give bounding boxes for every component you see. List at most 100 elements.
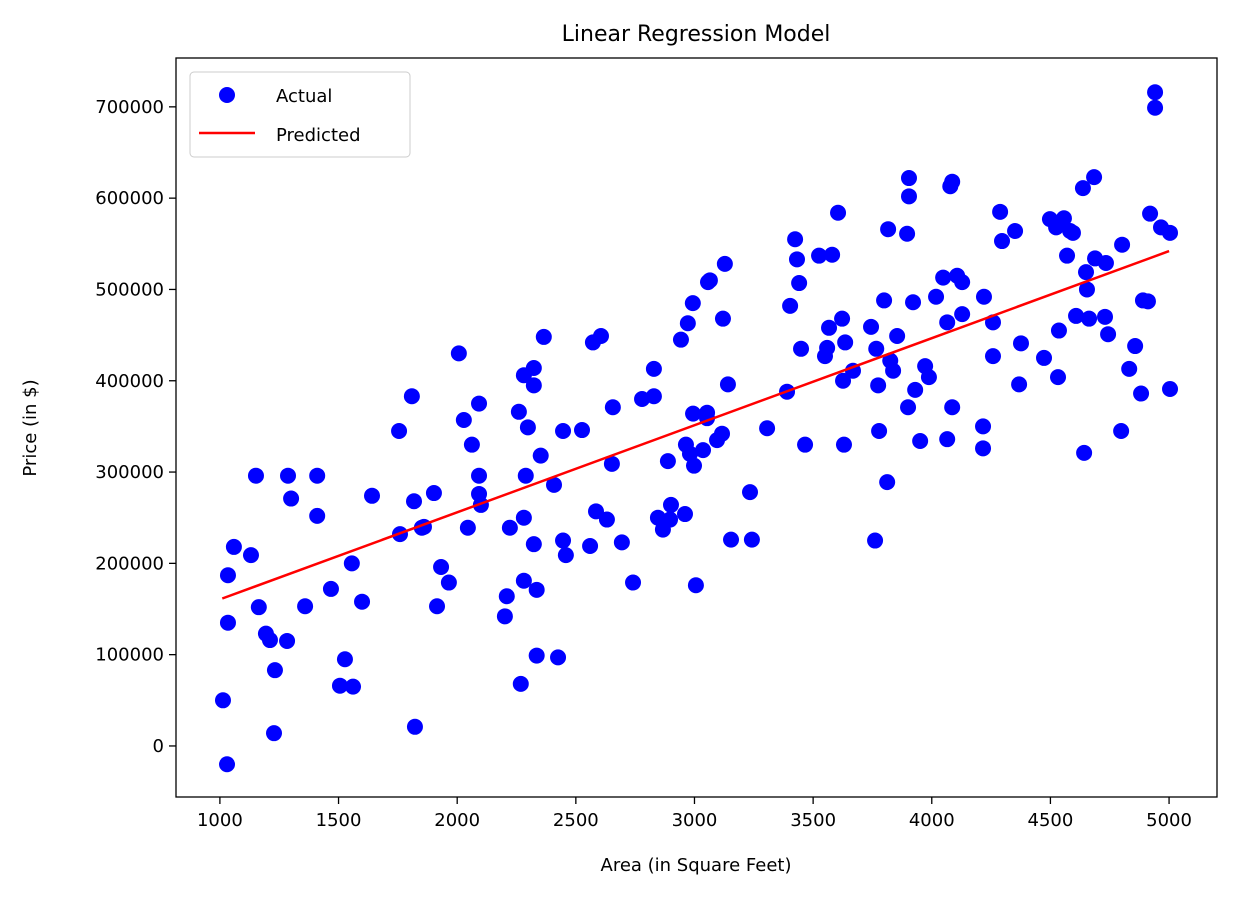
data-point-actual <box>471 467 488 484</box>
chart-title: Linear Regression Model <box>562 22 831 47</box>
data-point-actual <box>280 467 297 484</box>
data-point-actual <box>1127 338 1144 355</box>
data-point-actual <box>1162 224 1179 241</box>
data-point-actual <box>876 292 893 309</box>
y-tick-label: 0 <box>153 736 164 757</box>
legend: Actual Predicted <box>189 71 411 158</box>
data-point-actual <box>247 467 264 484</box>
data-point-actual <box>532 447 549 464</box>
data-point-actual <box>944 399 961 416</box>
data-point-actual <box>261 632 278 649</box>
x-tick-label: 5000 <box>1146 810 1192 831</box>
data-point-actual <box>900 399 917 416</box>
y-tick-label: 200000 <box>95 553 164 574</box>
data-point-actual <box>797 436 814 453</box>
y-tick-label: 500000 <box>95 279 164 300</box>
y-axis-label: Price (in $) <box>20 379 41 476</box>
data-point-actual <box>870 377 887 394</box>
data-point-actual <box>1078 264 1095 281</box>
data-point-actual <box>719 376 736 393</box>
data-point-actual <box>672 331 689 348</box>
data-point-actual <box>1114 236 1131 253</box>
data-point-actual <box>714 425 731 442</box>
data-point-actual <box>471 395 488 412</box>
data-point-actual <box>546 476 563 493</box>
data-point-actual <box>433 559 450 576</box>
predicted-regression-line <box>221 249 1170 600</box>
data-point-actual <box>821 319 838 336</box>
data-point-actual <box>954 306 971 323</box>
data-point-actual <box>343 555 360 572</box>
data-point-actual <box>406 493 423 510</box>
x-axis-label: Area (in Square Feet) <box>601 855 792 876</box>
data-point-actual <box>975 418 992 435</box>
data-point-actual <box>723 531 740 548</box>
data-point-actual <box>1068 307 1085 324</box>
data-point-actual <box>1100 326 1117 343</box>
data-point-actual <box>954 274 971 291</box>
data-point-actual <box>429 598 446 615</box>
x-tick-label: 2000 <box>434 810 480 831</box>
data-point-actual <box>742 484 759 501</box>
data-point-actual <box>992 203 1009 220</box>
data-point-actual <box>935 269 952 286</box>
data-point-actual <box>582 538 599 555</box>
data-point-actual <box>835 436 852 453</box>
data-point-actual <box>1097 254 1114 271</box>
data-point-actual <box>695 442 712 459</box>
data-point-actual <box>871 422 888 439</box>
data-point-actual <box>837 334 854 351</box>
data-point-actual <box>525 536 542 553</box>
data-point-actual <box>1096 308 1113 325</box>
data-point-actual <box>336 651 353 668</box>
data-point-actual <box>574 422 591 439</box>
data-point-actual <box>309 467 326 484</box>
data-point-actual <box>219 756 236 773</box>
data-point-actual <box>791 275 808 292</box>
data-point-actual <box>868 340 885 357</box>
data-point-actual <box>939 431 956 448</box>
data-point-actual <box>555 422 572 439</box>
data-point-actual <box>459 519 476 536</box>
data-point-actual <box>905 294 922 311</box>
y-tick-label: 600000 <box>95 188 164 209</box>
data-point-actual <box>1086 169 1103 186</box>
data-point-actual <box>662 511 679 528</box>
y-tick-label: 100000 <box>95 645 164 666</box>
data-point-actual <box>676 506 693 523</box>
data-point-actual <box>907 381 924 398</box>
data-point-actual <box>835 372 852 389</box>
data-point-actual <box>920 369 937 386</box>
y-tick-label: 700000 <box>95 97 164 118</box>
data-point-actual <box>1081 310 1098 327</box>
data-point-actual <box>440 574 457 591</box>
x-tick-label: 1500 <box>316 810 362 831</box>
data-point-actual <box>1055 210 1072 227</box>
data-point-actual <box>550 649 567 666</box>
data-point-actual <box>512 675 529 692</box>
y-tick-label: 400000 <box>95 371 164 392</box>
data-point-actual <box>928 288 945 305</box>
data-point-actual <box>830 204 847 221</box>
data-point-actual <box>525 377 542 394</box>
data-point-actual <box>994 233 1011 250</box>
data-point-actual <box>598 511 615 528</box>
data-point-actual <box>645 388 662 405</box>
data-point-actual <box>701 272 718 289</box>
legend-box <box>189 71 411 158</box>
data-point-actual <box>1078 281 1095 298</box>
data-point-actual <box>975 288 992 305</box>
data-point-actual <box>912 433 929 450</box>
plot-frame <box>175 57 1218 798</box>
data-point-actual <box>662 496 679 513</box>
x-tick-label: 4000 <box>909 810 955 831</box>
data-point-actual <box>1142 205 1159 222</box>
data-point-actual <box>939 314 956 331</box>
data-point-actual <box>1121 360 1138 377</box>
data-point-actual <box>463 436 480 453</box>
data-point-actual <box>354 593 371 610</box>
data-point-actual <box>659 453 676 470</box>
data-point-actual <box>519 419 536 436</box>
data-point-actual <box>899 225 916 242</box>
data-point-actual <box>403 388 420 405</box>
